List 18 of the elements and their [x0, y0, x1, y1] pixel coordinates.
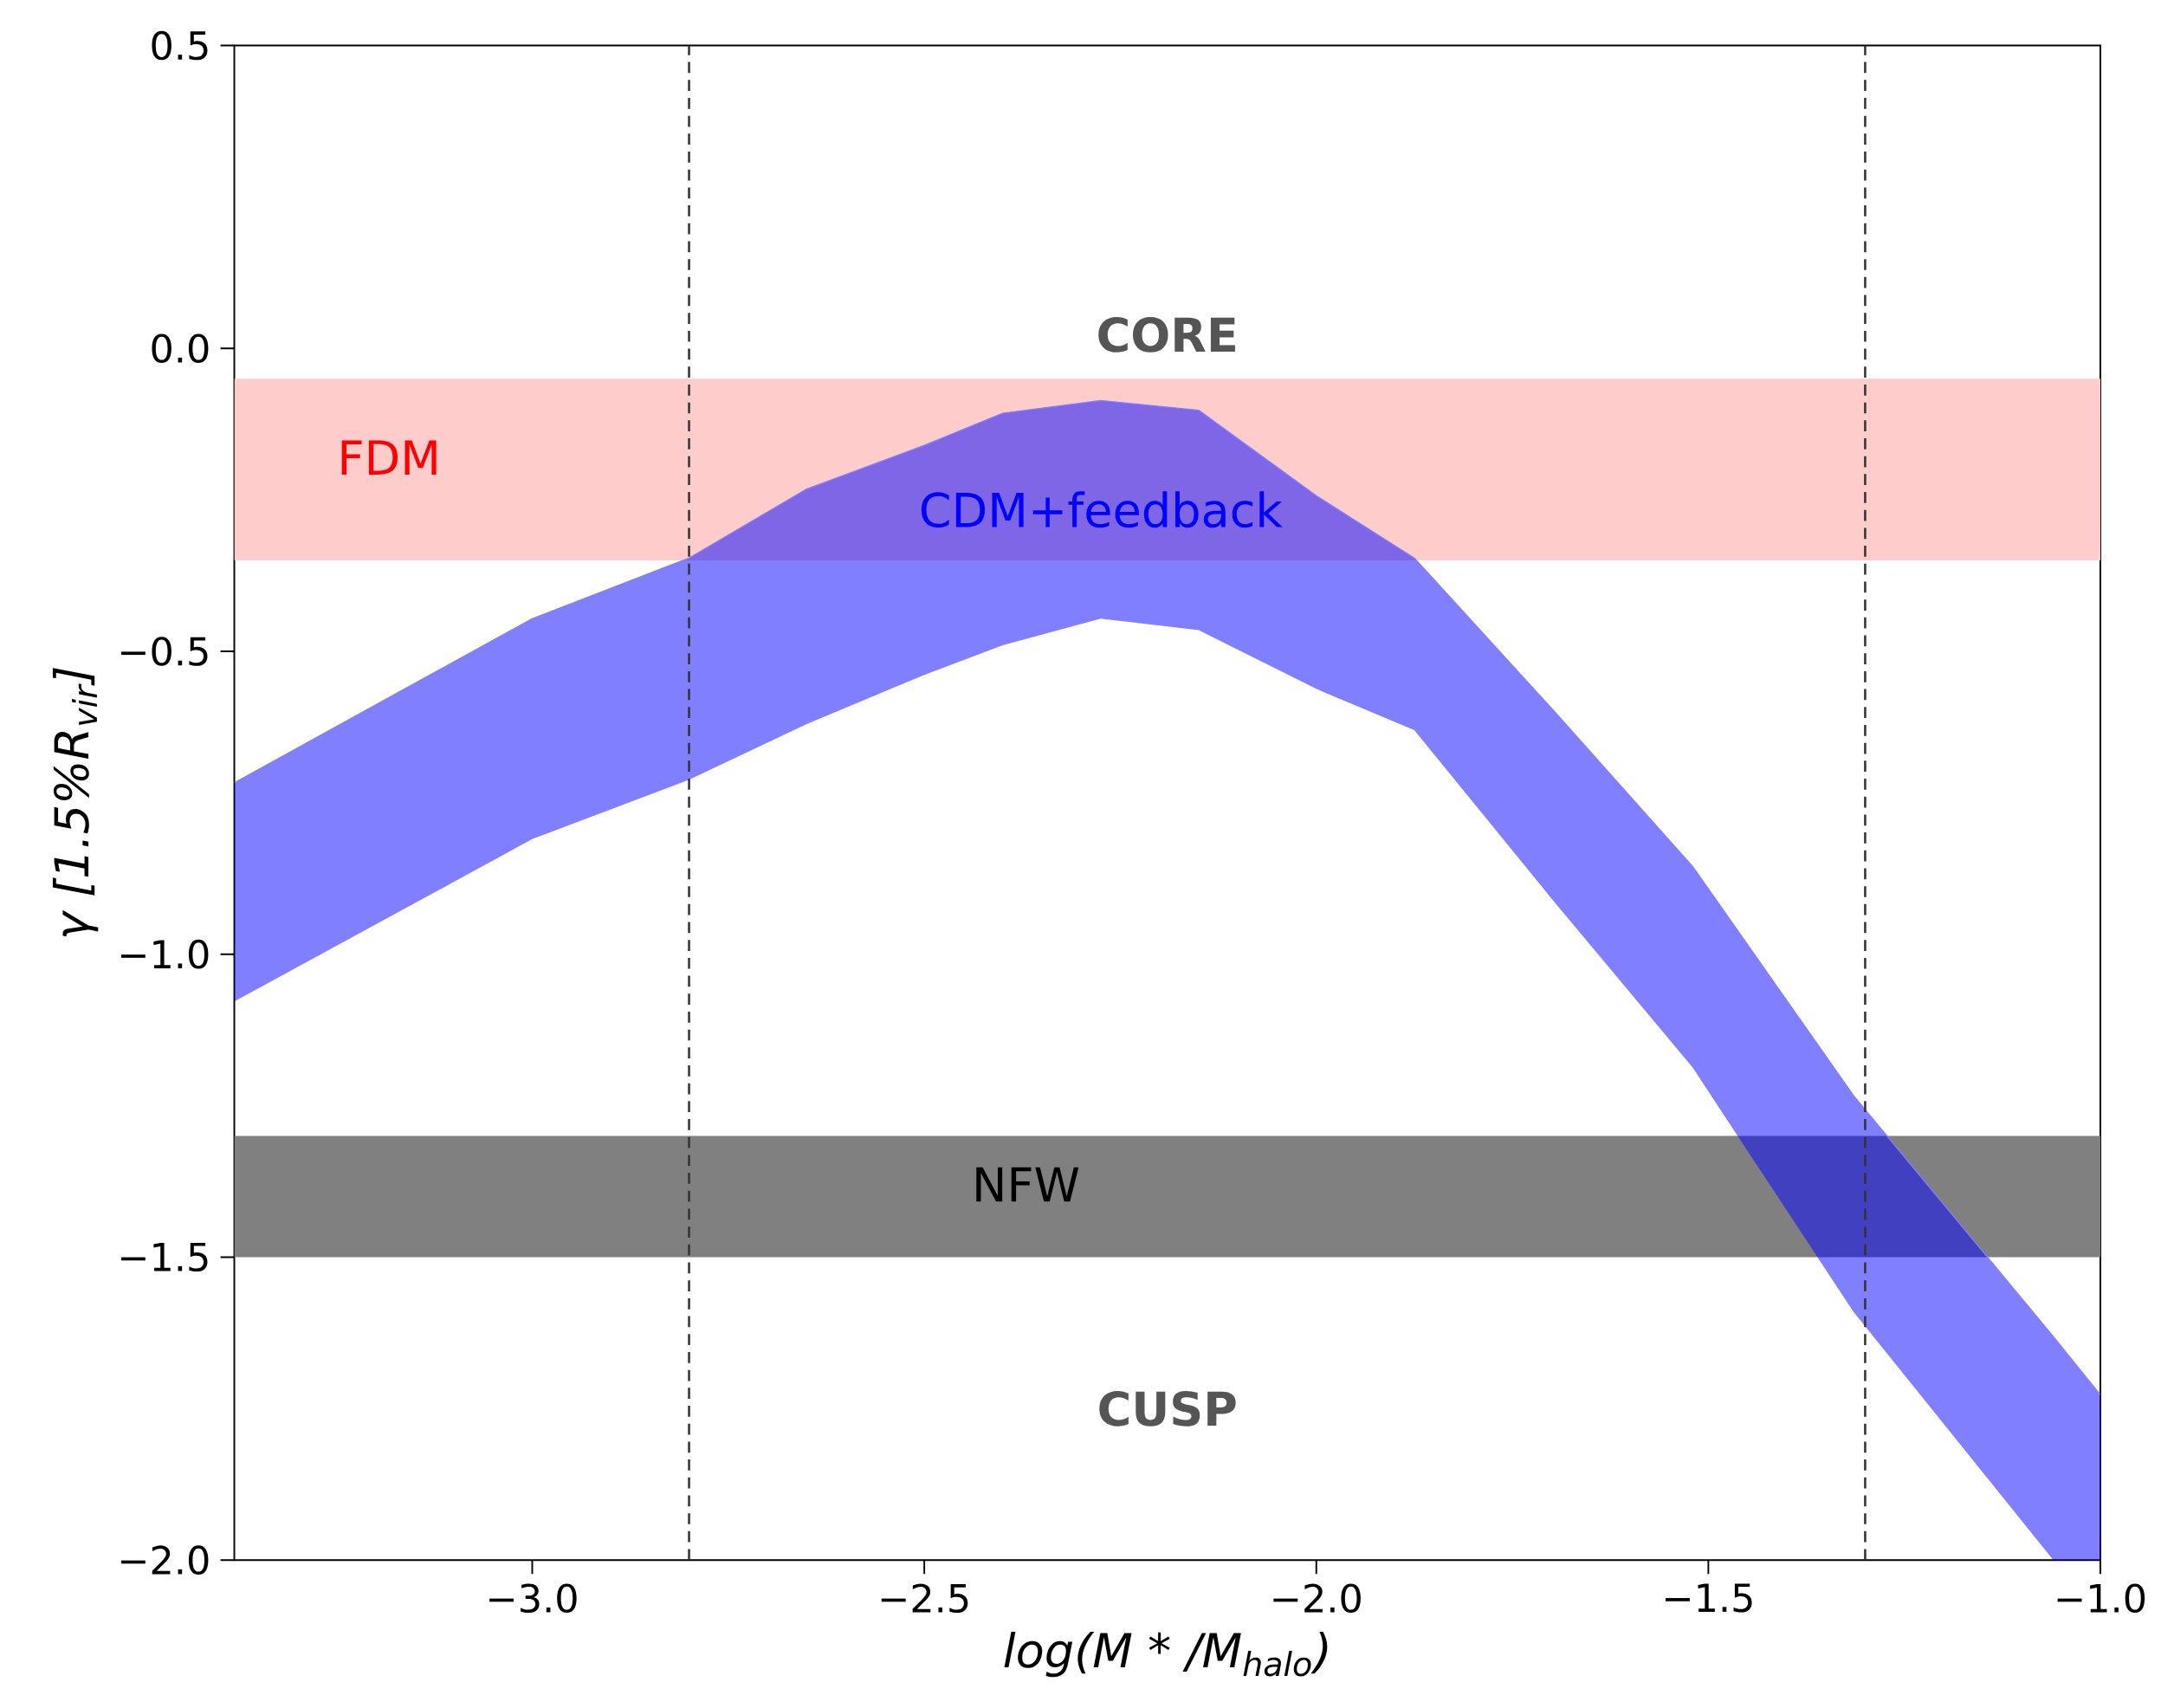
y-tick-label: −0.5 [120, 637, 208, 667]
band-label: NFW [976, 1168, 1079, 1202]
annotation: CORE [1098, 317, 1235, 353]
x-tick-label: −1.0 [2057, 1583, 2145, 1614]
annotation: CUSP [1099, 1391, 1236, 1427]
y-tick-label: −1.5 [120, 1243, 208, 1272]
x-axis-title: log(M * /M$_{halo}$) [1004, 1632, 1328, 1678]
x-tick-label: −3.0 [489, 1583, 577, 1614]
y-tick-label: 0.5 [152, 30, 208, 61]
x-tick-label: −1.5 [1666, 1583, 1752, 1613]
y-tick-label: −1.0 [120, 940, 209, 969]
y-tick-label: −2.0 [120, 1545, 209, 1575]
y-axis-title: γ [1.5%R$_{vir}$] [52, 668, 99, 937]
x-tick-label: −2.5 [881, 1583, 968, 1614]
y-tick-label: 0.0 [152, 333, 209, 364]
series-label: CDM+feedback [921, 491, 1283, 528]
x-tick-label: −2.0 [1273, 1583, 1361, 1614]
band-label: FDM [341, 440, 437, 476]
